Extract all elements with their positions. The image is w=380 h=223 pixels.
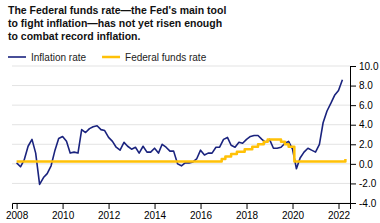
y-tick: -2.0 — [350, 178, 377, 189]
legend: Inflation rate Federal funds rate — [8, 52, 207, 63]
plot: 2008 2010 2012 2014 2016 2018 2020 2022 -4.0 -2.0… — [6, 61, 379, 221]
y-tick-label: 0.0 — [359, 159, 373, 170]
title: The Federal funds rate—the Fed's main to… — [8, 4, 226, 16]
y-tick: 2.0 — [350, 139, 373, 150]
y-tick-mark — [350, 144, 356, 145]
y-tick-label: 2.0 — [359, 139, 373, 150]
grid-line — [12, 124, 350, 125]
x-tick: 2008 — [6, 203, 29, 221]
x-tick-mark — [109, 203, 110, 209]
y-tick: 8.0 — [350, 80, 373, 91]
y-axis: -4.0 -2.0 0.0 2.0 4.0 6.0 8.0 10.0 — [350, 61, 379, 209]
legend-swatch — [8, 56, 26, 58]
marks — [17, 80, 346, 185]
y-tick: 4.0 — [350, 119, 373, 130]
x-axis: 2008 2010 2012 2014 2016 2018 2020 2022 — [6, 203, 351, 221]
x-tick-mark — [247, 203, 248, 209]
grid-line — [12, 183, 350, 184]
x-tick-label: 2022 — [328, 210, 351, 221]
x-tick-label: 2016 — [190, 210, 213, 221]
grid-line — [12, 105, 350, 106]
title: to fight inflation—has not yet risen eno… — [8, 17, 222, 29]
y-tick-label: 4.0 — [359, 119, 373, 130]
y-tick-mark — [350, 164, 356, 165]
y-tick-mark — [350, 203, 356, 204]
x-tick: 2020 — [282, 203, 305, 221]
x-tick-label: 2020 — [282, 210, 305, 221]
y-tick-mark — [350, 66, 356, 67]
x-tick-mark — [293, 203, 294, 209]
title-group: The Federal funds rate—the Fed's main to… — [8, 4, 226, 42]
x-tick: 2022 — [328, 203, 351, 221]
x-tick-label: 2008 — [6, 210, 29, 221]
x-tick: 2010 — [52, 203, 75, 221]
y-axis-line — [351, 67, 357, 204]
line — [17, 80, 343, 185]
x-tick-label: 2014 — [144, 210, 167, 221]
x-axis-line — [13, 204, 351, 210]
y-tick-mark — [350, 183, 356, 184]
grid-line — [12, 144, 350, 145]
legend-swatch — [102, 56, 120, 59]
chart: The Federal funds rate—the Fed's main to… — [0, 0, 380, 223]
y-tick-label: -4.0 — [359, 198, 377, 209]
x-tick: 2014 — [144, 203, 167, 221]
x-tick-mark — [339, 203, 340, 209]
x-tick-mark — [201, 203, 202, 209]
y-tick-mark — [350, 105, 356, 106]
grid-line — [12, 66, 350, 67]
y-tick-label: 8.0 — [359, 80, 373, 91]
y-tick: 6.0 — [350, 100, 373, 111]
y-tick: -4.0 — [350, 198, 377, 209]
grid-line — [12, 85, 350, 86]
x-tick-label: 2018 — [236, 210, 259, 221]
y-tick-label: 6.0 — [359, 100, 373, 111]
step-line — [17, 139, 346, 161]
title: to combat record inflation. — [8, 30, 141, 42]
legend-label: Inflation rate — [31, 52, 86, 63]
y-tick-label: 10.0 — [359, 61, 379, 72]
x-tick: 2012 — [98, 203, 121, 221]
y-tick: 0.0 — [350, 159, 373, 170]
y-tick: 10.0 — [350, 61, 379, 72]
x-tick-mark — [17, 203, 18, 209]
x-tick-label: 2012 — [98, 210, 121, 221]
x-tick-mark — [155, 203, 156, 209]
y-tick-mark — [350, 125, 356, 126]
x-tick: 2016 — [190, 203, 213, 221]
x-tick-mark — [63, 203, 64, 209]
x-tick: 2018 — [236, 203, 259, 221]
y-tick-mark — [350, 86, 356, 87]
grid — [12, 66, 350, 203]
legend-label: Federal funds rate — [125, 52, 207, 63]
x-tick-label: 2010 — [52, 210, 75, 221]
y-tick-label: -2.0 — [359, 178, 377, 189]
grid-line — [12, 163, 350, 164]
